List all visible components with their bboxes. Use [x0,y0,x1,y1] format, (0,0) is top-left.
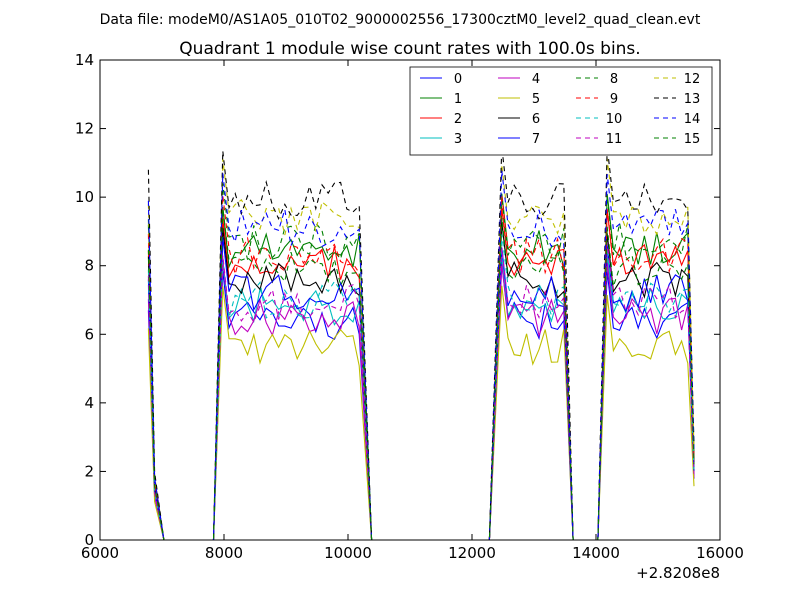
y-tick-label: 8 [84,257,94,275]
y-tick-label: 2 [84,462,94,480]
legend-label-6: 6 [532,112,540,127]
legend-label-12: 12 [684,72,701,87]
legend-label-2: 2 [454,112,462,127]
y-tick-label: 12 [75,120,94,138]
legend-label-15: 15 [684,132,701,147]
legend-label-4: 4 [532,72,540,87]
x-tick-label: 16000 [696,544,744,562]
legend-box [409,66,713,156]
legend-label-13: 13 [684,92,701,107]
legend-label-7: 7 [532,132,540,147]
y-tick-label: 10 [75,188,94,206]
legend-label-1: 1 [454,92,462,107]
y-tick-label: 0 [84,531,94,549]
y-tick-label: 6 [84,325,94,343]
legend-label-0: 0 [454,72,462,87]
legend-label-10: 10 [606,112,623,127]
chart-title: Quadrant 1 module wise count rates with … [179,39,640,59]
x-tick-label: 14000 [572,544,620,562]
plot-frame [99,59,721,541]
y-tick-label: 4 [84,394,94,412]
x-tick-label: 12000 [448,544,496,562]
x-tick-label: 8000 [205,544,243,562]
legend-label-8: 8 [610,72,618,87]
x-offset-label: +2.8208e8 [636,564,720,582]
series-line-9 [147,195,695,541]
legend-label-5: 5 [532,92,540,107]
legend-label-14: 14 [684,112,701,127]
chart-suptitle: Data file: modeM0/AS1A05_010T02_90000025… [100,12,701,28]
y-tick-label: 14 [75,51,94,69]
x-tick-label: 6000 [81,544,119,562]
series-line-15 [147,207,695,541]
legend-label-11: 11 [606,132,623,147]
x-tick-label: 10000 [324,544,372,562]
series-line-14 [147,170,695,541]
legend-label-3: 3 [454,132,462,147]
legend-label-9: 9 [610,92,618,107]
